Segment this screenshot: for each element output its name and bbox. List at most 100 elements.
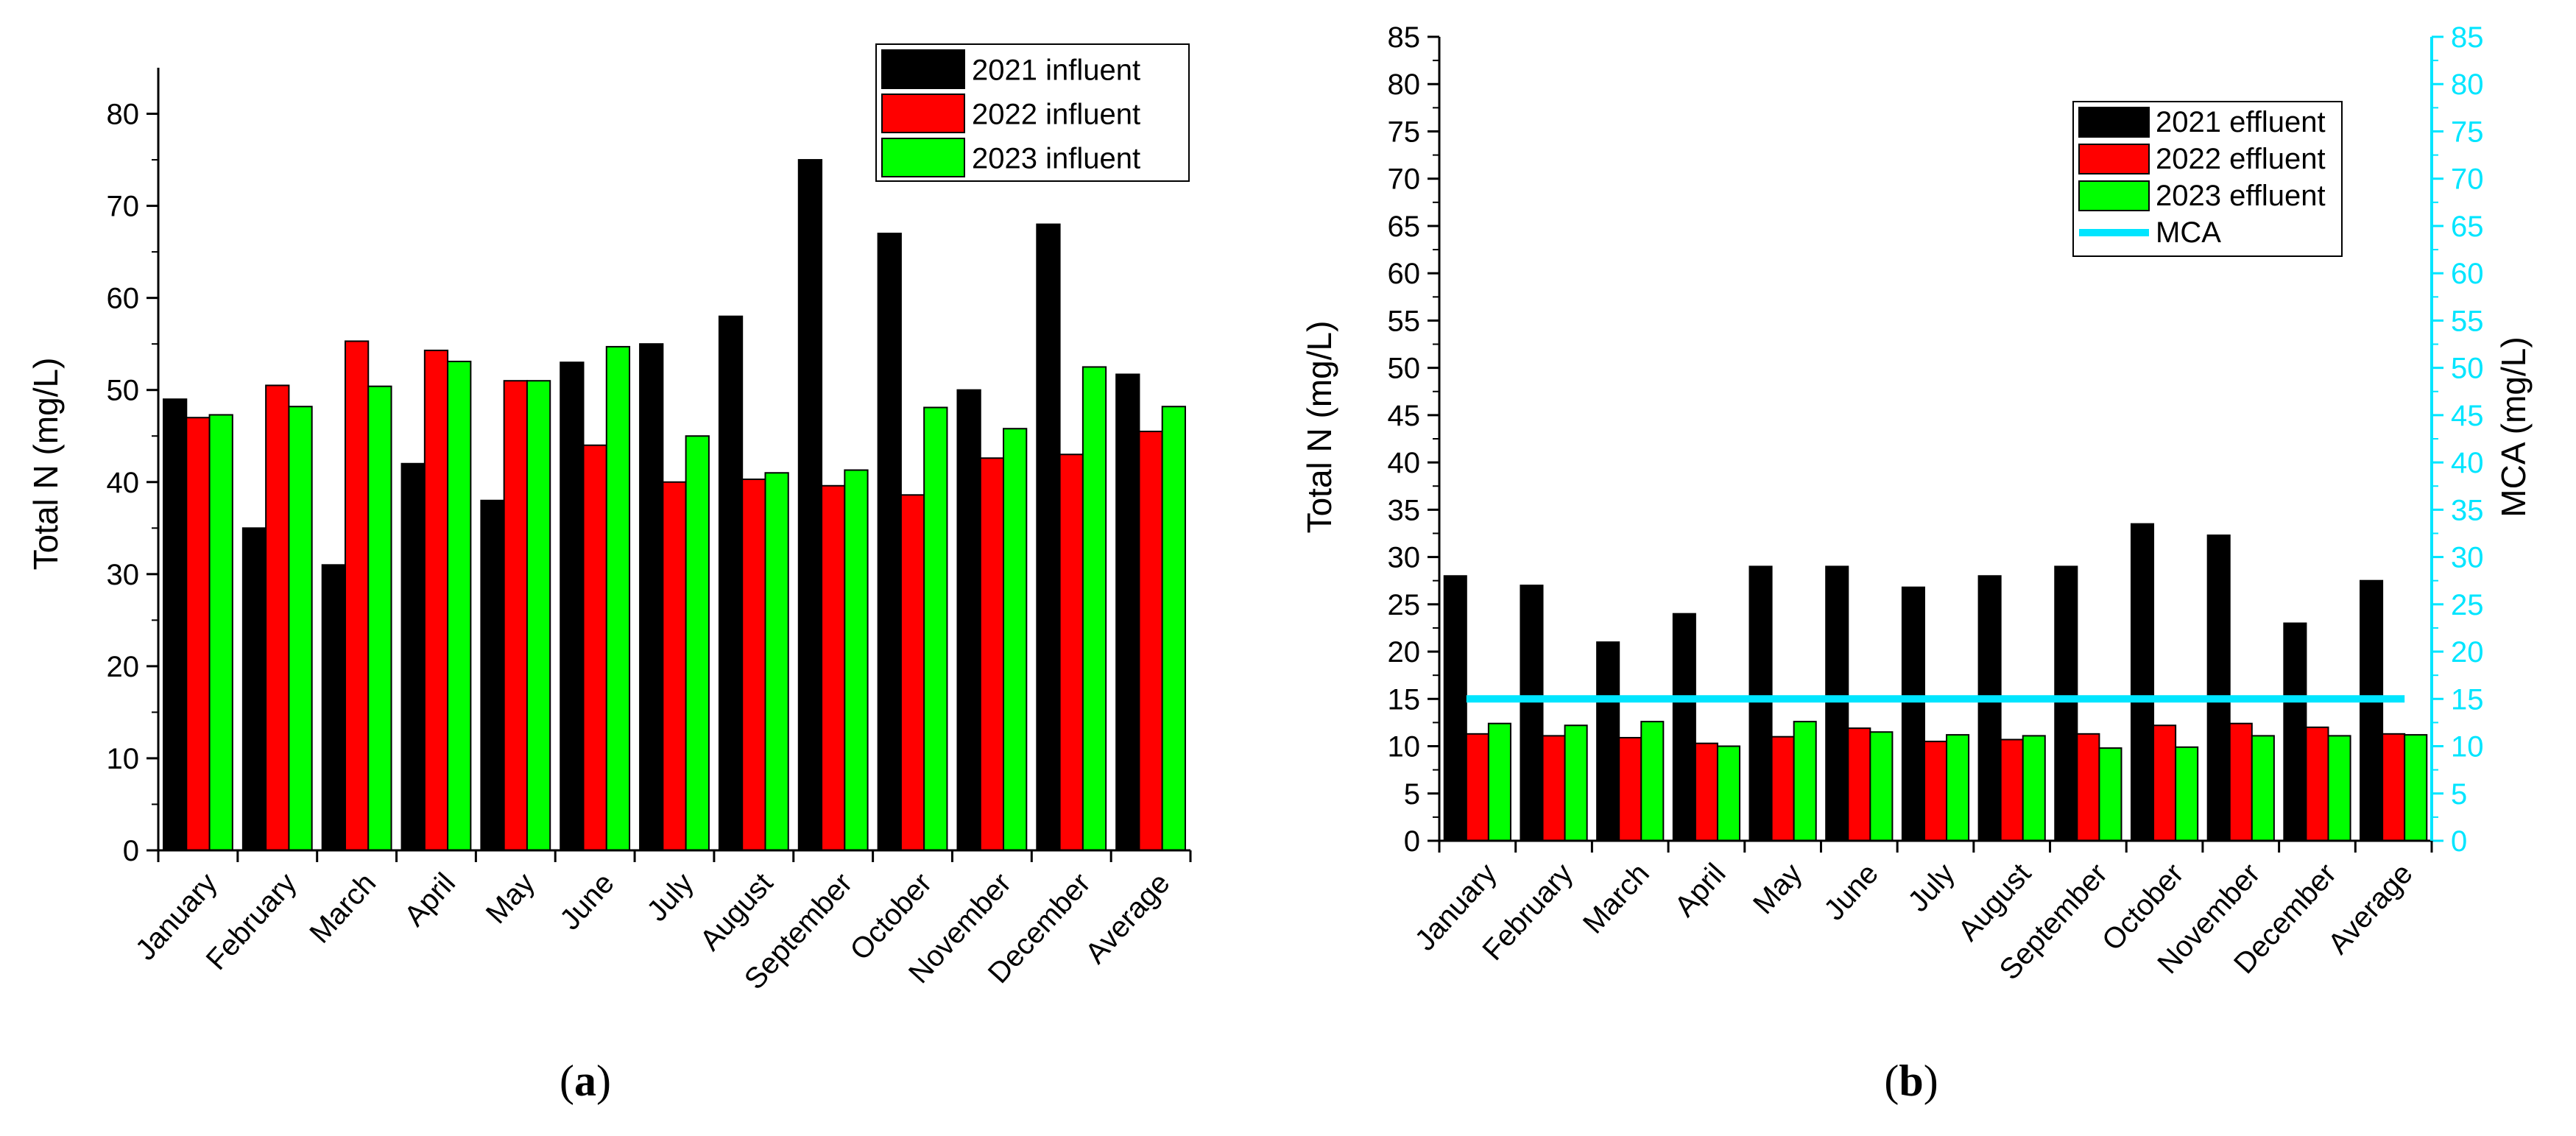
panel-a-bar-2023-influent-march [367,385,392,851]
panel-b-y2-tick-label: 35 [2451,494,2484,526]
panel-b-bar-2022-effluent-january [1465,733,1489,842]
panel-b-y-tick-label: 15 [1388,683,1421,716]
panel-b-y-axis-title: Total N (mg/L) [1300,321,1338,534]
panel-b-legend-label-mca: MCA [2156,216,2221,249]
panel-b-legend-label-2022-effluent: 2022 effluent [2156,143,2326,175]
panel-b-bar-2021-effluent-january [1443,575,1467,842]
panel-a-bar-2021-influent-february [241,527,267,851]
panel-a-bar-2023-influent-june [605,345,631,851]
panel-a-caption-letter: a [574,1056,596,1105]
panel-a-bar-2022-influent-average [1138,430,1163,851]
panel-a-bar-2021-influent-december [1036,223,1061,852]
panel-a-y-tick-label: 60 [107,283,140,315]
panel-a-y-tick-label: 0 [123,835,139,867]
panel-b-bar-2023-effluent-may [1793,721,1817,842]
panel-a-bar-2023-influent-december [1081,366,1107,851]
panel-b-y2-tick-label: 30 [2451,542,2484,574]
panel-b-bar-2022-effluent-april [1694,742,1718,842]
panel-b-y2-tick-label: 25 [2451,589,2484,621]
panel-b-y-tick-label: 70 [1388,163,1421,196]
panel-b-bar-2022-effluent-september [2076,733,2100,842]
panel-b-bar-2023-effluent-november [2251,735,2275,842]
panel-b-y-tick-label: 0 [1404,825,1420,858]
panel-a-bars [163,159,1186,852]
panel-b-y-tick-label: 65 [1388,211,1421,243]
panel-b-y-tick-label: 50 [1388,353,1421,385]
panel-a-x-tick-label-june: June [554,867,621,936]
panel-b-bar-2022-effluent-average [2382,733,2406,842]
panel-b-y-tick-label: 60 [1388,258,1421,290]
panel-a-bar-2022-influent-june [582,444,607,851]
panel-a-y-tick-label: 20 [107,651,140,683]
panel-b-x-tick-label-april: April [1668,858,1732,923]
panel-a-bar-2022-influent-august [741,479,766,851]
panel-b-y-tick-label: 85 [1388,21,1421,54]
panel-a-bar-2023-influent-average [1161,406,1186,851]
panel-b-bar-2022-effluent-august [2000,738,2024,842]
panel-b-bar-2022-effluent-november [2229,722,2253,842]
panel-a-bar-2021-influent-august [718,315,744,851]
panel-b-bar-2023-effluent-average [2404,734,2428,842]
panel-b-bar-2021-effluent-november [2206,535,2231,842]
panel-b-bar-2022-effluent-october [2153,724,2177,842]
panel-b-bar-2023-effluent-june [1869,731,1894,842]
panel-b-bar-2021-effluent-april [1672,613,1696,842]
panel-b-bars [1443,523,2428,842]
panel-b-y-tick-label: 35 [1388,494,1421,526]
panel-b-y2-tick-label: 75 [2451,116,2484,148]
panel-a-bar-2022-influent-january [186,417,211,851]
panel-a-bar-2023-influent-august [764,472,789,851]
panel-b-y2-axis-title: MCA (mg/L) [2494,336,2533,517]
panel-a-bar-2021-influent-october [877,233,902,851]
panel-b-bar-2021-effluent-june [1825,565,1849,842]
panel-a-caption: (a) [560,1056,611,1105]
panel-b-legend-label-2021-effluent: 2021 effluent [2156,106,2326,138]
panel-b-x-tick-label-july: July [1902,858,1961,918]
panel-b-y-tick-label: 75 [1388,116,1421,148]
panel-b-bar-2023-effluent-february [1564,724,1588,842]
panel-b-bar-2021-effluent-may [1748,565,1773,842]
panel-b-y-tick-label: 45 [1388,400,1421,432]
panel-b-legend-swatch-2023-effluent [2078,180,2150,211]
panel-a-bar-2022-influent-october [900,494,925,851]
panel-b-y-tick-label: 40 [1388,447,1421,479]
panel-b-x-tick-label-may: May [1747,858,1808,921]
panel-b-x-tick-label-june: June [1818,858,1885,927]
panel-b-bar-2021-effluent-march [1596,641,1620,842]
panel-a-bar-2022-influent-april [423,349,449,851]
panel-a-legend-label-2023-influent: 2023 influent [972,142,1140,174]
panel-a-bar-2021-influent-april [400,462,426,851]
panel-b-y-tick-label: 20 [1388,636,1421,668]
panel-b-caption-letter: b [1899,1056,1923,1105]
panel-b-y2-tick-label: 85 [2451,21,2484,54]
panel-a-bar-2023-influent-october [923,406,948,851]
panel-b-y-tick-label: 5 [1404,778,1420,811]
panel-b-bar-2022-effluent-february [1542,735,1566,842]
panel-a-legend-label-2022-influent: 2022 influent [972,98,1140,130]
panel-b-bar-2022-effluent-december [2305,726,2329,842]
panel-a-y-tick-label: 40 [107,467,140,499]
panel-a-bar-2021-influent-may [480,499,505,852]
panel-a-bar-2021-influent-september [797,159,823,851]
panel-b-bar-2021-effluent-august [1977,575,2002,842]
panel-b-y2-tick-label: 15 [2451,683,2484,716]
panel-b-bar-2021-effluent-february [1520,585,1544,842]
panel-b-y2-tick-label: 80 [2451,68,2484,101]
panel-b-bar-2023-effluent-march [1640,721,1665,842]
panel-a-bar-2023-influent-november [1003,428,1028,851]
panel-a-bar-2021-influent-january [163,398,188,851]
panel-a-bar-2022-influent-november [979,457,1005,851]
panel-b-legend-swatch-2021-effluent [2078,107,2150,138]
panel-a-x-tick-label-average: Average [1079,867,1176,970]
panel-b-bar-2021-effluent-september [2054,565,2078,842]
panel-a-bar-2023-influent-may [526,380,551,851]
panel-a-bar-2021-influent-average [1115,373,1140,852]
panel-a-y-tick-label: 10 [107,743,140,775]
panel-b-y-tick-label: 30 [1388,542,1421,574]
panel-b-legend: 2021 effluent 2022 effluent 2023 effluent M… [2072,101,2343,257]
panel-a-bar-2023-influent-april [447,360,472,852]
panel-a-bar-2022-influent-july [662,481,687,851]
